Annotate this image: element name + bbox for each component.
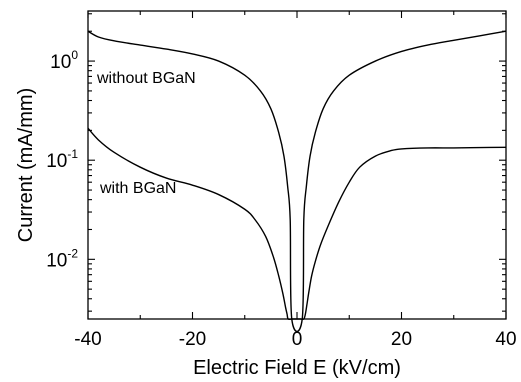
series-line-1 — [87, 127, 507, 321]
x-axis-ticks: -40 -20 0 20 40 — [74, 11, 517, 350]
annotation-with-bgan: with BGaN — [99, 180, 176, 197]
annotation-without-bgan: without BGaN — [96, 70, 196, 87]
x-tick-label: 20 — [391, 329, 412, 350]
plot-frame — [87, 10, 507, 320]
x-tick-label: -20 — [179, 329, 206, 350]
plot-curves — [87, 30, 507, 333]
x-tick-label: -40 — [74, 329, 101, 350]
x-axis-label: Electric Field E (kV/cm) — [193, 357, 401, 379]
y-tick-label: 10-2 — [46, 246, 78, 271]
y-tick-label: 100 — [50, 48, 78, 73]
x-tick-label: 0 — [292, 329, 303, 350]
x-tick-label: 40 — [495, 329, 516, 350]
y-tick-label: 10-1 — [46, 147, 78, 172]
y-axis-label: Current (mA/mm) — [15, 88, 37, 242]
y-axis-ticks: 100 10-1 10-2 — [46, 13, 506, 312]
